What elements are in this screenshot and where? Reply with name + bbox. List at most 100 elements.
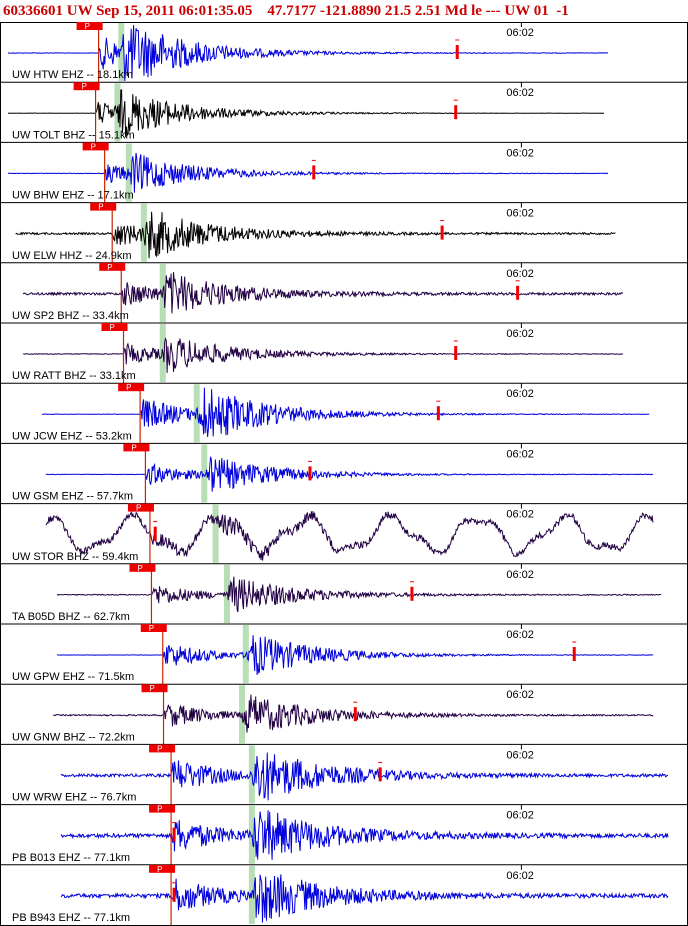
p-pick-label: P — [149, 624, 154, 633]
origin-datetime: Sep 15, 2011 06:01:35.05 — [96, 3, 253, 19]
station-label: UW JCW EHZ -- 53.2km — [12, 430, 132, 442]
station-label: UW SP2 BHZ -- 33.4km — [12, 310, 129, 322]
time-tick-label: 06:02 — [506, 749, 534, 761]
separator-text: --- — [485, 3, 501, 19]
station-label: TA B05D BHZ -- 62.7km — [12, 611, 130, 623]
waveform-trace — [22, 272, 624, 314]
p-pick-label: P — [107, 263, 112, 272]
coda-marker — [172, 887, 176, 902]
station-label: UW WRW EHZ -- 76.7km — [12, 792, 136, 804]
station-label: UW RATT BHZ -- 33.1km — [12, 370, 136, 382]
coda-marker — [410, 586, 414, 601]
event-id: 60336601 — [3, 3, 63, 19]
trace-row: 06:02 P UW TOLT BHZ -- 15.1km — [0, 81, 688, 143]
magnitude-type: Md — [444, 3, 468, 19]
waveform-trace — [41, 387, 650, 437]
waveform-trace — [45, 510, 654, 561]
p-pick-label: P — [157, 805, 162, 814]
latitude: 47.7177 — [267, 3, 317, 19]
trace-row: 06:02 P PB B013 EHZ -- 77.1km — [0, 804, 688, 865]
waveform-trace — [7, 89, 605, 138]
coda-marker — [153, 526, 157, 541]
p-pick-label: P — [91, 142, 96, 151]
coda-marker — [454, 105, 458, 120]
coda-marker — [454, 346, 458, 360]
p-pick-label: P — [126, 383, 131, 392]
s-arrival-band — [212, 504, 219, 563]
s-arrival-band — [248, 805, 255, 864]
waveform-trace — [7, 24, 609, 82]
time-tick-label: 06:02 — [506, 268, 534, 280]
station-label: UW HTW EHZ -- 18.1km — [12, 69, 133, 81]
p-pick-box — [99, 262, 126, 271]
station-label: UW GSM EHZ -- 57.7km — [12, 491, 133, 503]
time-tick-label: 06:02 — [506, 569, 534, 581]
coda-marker — [312, 165, 316, 180]
trace-row: 06:02 P UW RATT BHZ -- 33.1km — [0, 322, 688, 384]
trace-row: 06:02 P UW BHW EHZ -- 17.1km — [0, 141, 688, 203]
p-pick-box — [129, 563, 156, 572]
coda-marker — [516, 285, 520, 300]
trace-row: 06:02 P UW GPW EHZ -- 71.5km — [0, 623, 688, 685]
trace-row: 06:02 P UW GNW BHZ -- 72.2km — [0, 683, 688, 745]
p-pick-label: P — [131, 443, 136, 452]
depth: 21.5 — [384, 3, 412, 19]
coda-marker — [440, 225, 444, 240]
trace-row: 06:02 P UW SP2 BHZ -- 33.4km — [0, 262, 688, 323]
time-tick-label: 06:02 — [506, 509, 534, 521]
p-pick-label: P — [98, 203, 103, 212]
p-pick-box — [123, 443, 150, 452]
p-pick-label: P — [150, 684, 155, 693]
p-pick-box — [73, 82, 100, 91]
p-pick-box — [140, 624, 167, 632]
trace-row: 06:02 P UW HTW EHZ -- 18.1km — [7, 22, 609, 83]
p-pick-label: P — [136, 504, 141, 513]
waveform-trace — [56, 635, 654, 676]
station-label: UW ELW HHZ -- 24.9km — [12, 250, 132, 262]
time-tick-label: 06:02 — [506, 388, 534, 400]
p-pick-box — [149, 804, 176, 813]
coda-marker — [378, 767, 382, 782]
p-pick-box — [141, 684, 168, 693]
waveform-trace — [23, 337, 624, 373]
time-tick-label: 06:02 — [506, 629, 534, 641]
longitude: -121.8890 — [319, 3, 382, 19]
time-tick-label: 06:02 — [506, 208, 534, 220]
p-pick-label: P — [137, 564, 142, 573]
trace-row: 06:02 P UW ELW HHZ -- 24.9km — [0, 202, 688, 263]
time-tick-label: 06:02 — [506, 27, 534, 39]
time-tick-label: 06:02 — [506, 328, 534, 340]
waveform-trace — [45, 456, 654, 492]
p-pick-label: P — [85, 22, 90, 31]
time-tick-label: 06:02 — [506, 448, 534, 460]
trace-row: 06:02 P UW JCW EHZ -- 53.2km — [0, 382, 688, 444]
p-pick-box — [149, 864, 176, 873]
event-type: le — [471, 3, 482, 19]
s-arrival-band — [118, 23, 125, 82]
coda-marker — [455, 45, 459, 59]
waveform-trace — [56, 576, 662, 613]
waveform-trace — [8, 152, 609, 193]
coda-marker — [436, 406, 440, 421]
s-arrival-band — [201, 444, 208, 503]
coda-marker — [172, 827, 176, 842]
coda-marker — [308, 466, 312, 481]
time-tick-label: 06:02 — [506, 870, 534, 882]
p-pick-box — [90, 202, 117, 211]
p-pick-box — [118, 383, 145, 392]
time-tick-label: 06:02 — [506, 810, 534, 822]
coda-marker — [353, 707, 357, 722]
network-code: UW — [66, 3, 93, 19]
waveform-trace — [52, 694, 654, 733]
s-arrival-band — [193, 384, 200, 443]
event-header: 60336601 UW Sep 15, 2011 06:01:35.05 47.… — [0, 0, 688, 22]
p-pick-box — [149, 744, 176, 753]
p-pick-label: P — [157, 865, 162, 874]
time-tick-label: 06:02 — [506, 87, 534, 99]
station-label: UW GNW BHZ -- 72.2km — [12, 731, 135, 743]
waveform-trace — [15, 211, 616, 259]
waveform-trace — [60, 752, 669, 801]
station-label: UW STOR BHZ -- 59.4km — [12, 551, 138, 563]
trace-row: 06:02 P TA B05D BHZ -- 62.7km — [0, 563, 688, 624]
